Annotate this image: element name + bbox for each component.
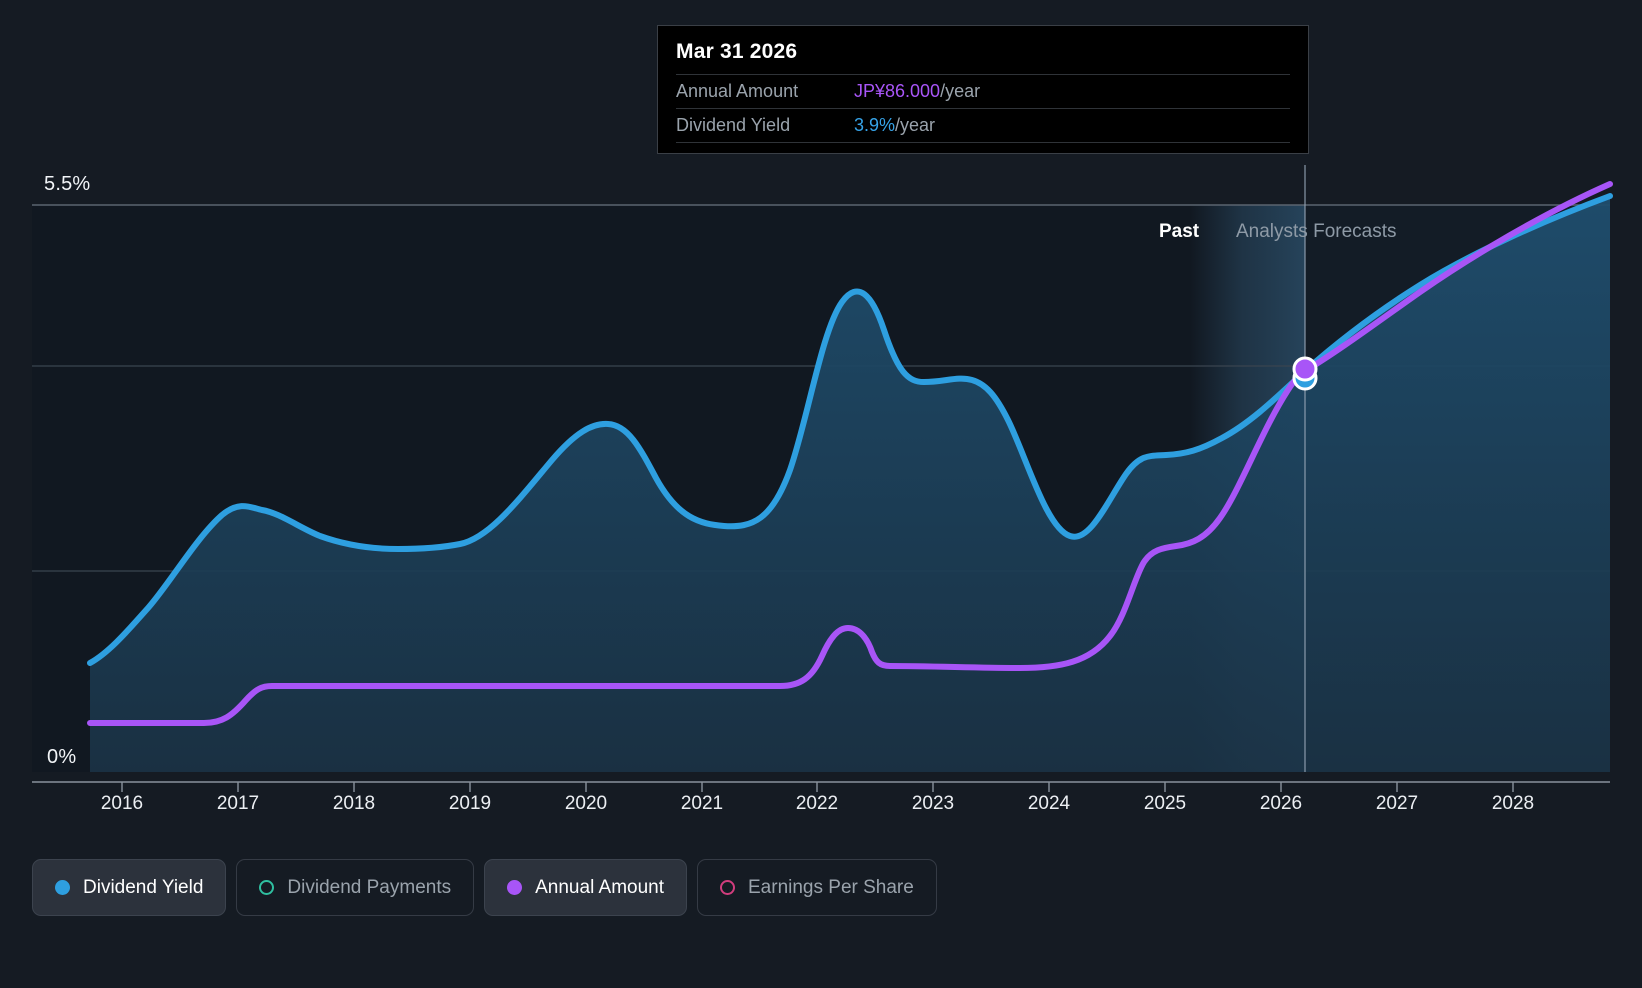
tooltip-value-annual-amount-number: JP¥86.000 [854,81,941,101]
tooltip-value-annual-amount: JP¥86.000/year [854,81,980,102]
chart-tooltip: Mar 31 2026 Annual Amount JP¥86.000/year… [657,25,1309,154]
x-tick-2026: 2026 [1259,793,1303,814]
x-tick-2027: 2027 [1375,793,1419,814]
tooltip-unit-annual-amount: /year [940,81,981,101]
x-tick-2022: 2022 [795,793,839,814]
dividend-yield-swatch-icon [55,880,70,895]
annual-amount-marker[interactable] [1292,356,1318,382]
y-axis-label-bottom: 0% [47,746,77,768]
legend-label-annual-amount: Annual Amount [535,876,664,898]
legend-item-dividend-payments[interactable]: Dividend Payments [236,859,475,916]
tooltip-label-dividend-yield: Dividend Yield [676,115,791,135]
legend-item-dividend-yield[interactable]: Dividend Yield [32,859,227,916]
legend-label-dividend-payments: Dividend Payments [287,876,452,898]
tooltip-row-dividend-yield: Dividend Yield 3.9%/year [676,108,1290,143]
x-tick-2023: 2023 [911,793,955,814]
x-axis-ticks [121,782,1514,792]
y-axis-label-top: 5.5% [44,173,91,195]
tooltip-value-dividend-yield: 3.9%/year [854,115,935,136]
tooltip-label-annual-amount: Annual Amount [676,81,799,101]
x-tick-2024: 2024 [1027,793,1071,814]
dividend-yield-line [87,193,1613,666]
x-tick-2021: 2021 [680,793,724,814]
x-tick-2019: 2019 [448,793,492,814]
x-tick-2017: 2017 [216,793,260,814]
tooltip-value-dividend-yield-number: 3.9% [854,115,896,135]
x-tick-2016: 2016 [100,793,144,814]
x-tick-2028: 2028 [1491,793,1535,814]
tooltip-date: Mar 31 2026 [676,40,798,63]
dividend-payments-swatch-icon [259,880,275,895]
legend-item-earnings-per-share[interactable]: Earnings Per Share [697,859,937,916]
x-tick-2020: 2020 [564,793,608,814]
tooltip-unit-dividend-yield: /year [895,115,936,135]
past-period-label: Past [1159,221,1200,242]
chart-plot-svg [32,165,1613,792]
tooltip-row-annual-amount: Annual Amount JP¥86.000/year [676,74,1290,108]
x-tick-2018: 2018 [332,793,376,814]
dividend-yield-area [90,196,1610,772]
legend-item-annual-amount[interactable]: Annual Amount [484,859,687,916]
analysts-forecasts-label: Analysts Forecasts [1236,221,1397,242]
annual-amount-swatch-icon [507,880,523,895]
x-tick-2025: 2025 [1143,793,1187,814]
earnings-per-share-swatch-icon [720,880,735,895]
legend-label-dividend-yield: Dividend Yield [83,876,204,898]
legend-label-earnings-per-share: Earnings Per Share [748,876,914,898]
chart-legend: Dividend Yield Dividend Payments Annual … [32,859,937,916]
chart-area: 5.5% 0% 2016 2017 2018 2019 2020 2021 20… [32,25,1613,814]
